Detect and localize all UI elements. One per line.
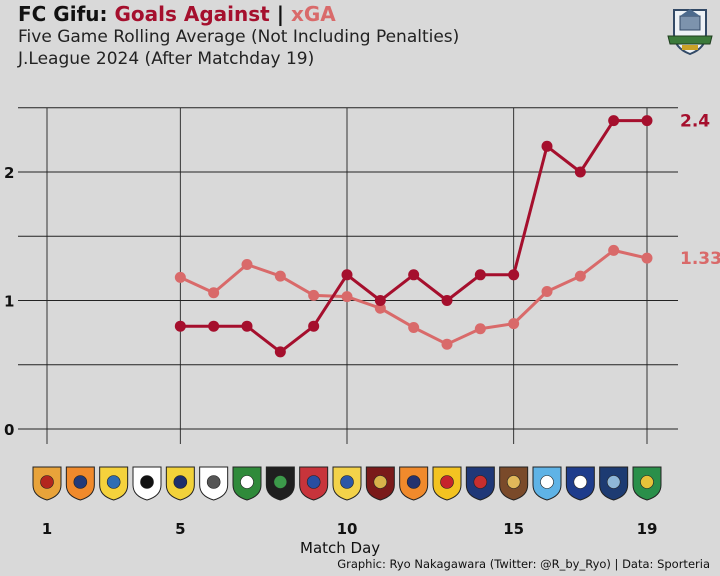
goals-against-point [275, 346, 286, 357]
goals-against-point [475, 269, 486, 280]
x-tick-label: 1 [42, 520, 52, 538]
y-tick-label: 1 [4, 293, 14, 311]
xga-point [208, 287, 219, 298]
xga-point [508, 318, 519, 329]
goals-against-point [442, 295, 453, 306]
end-label-layer: 1.33 2.4 [680, 112, 720, 269]
black-green-crest-icon [266, 467, 294, 500]
navy-red-crest-icon [466, 467, 494, 500]
x-tick-label: 10 [337, 520, 358, 538]
white-bird-crest-icon [200, 467, 228, 500]
black-white-crest-icon [133, 467, 161, 500]
xga-point [275, 271, 286, 282]
goals-against-point [175, 321, 186, 332]
xga-point [442, 339, 453, 350]
fleur-de-lis-crest-icon [366, 467, 394, 500]
xga-point [608, 245, 619, 256]
xga-point [408, 322, 419, 333]
x-tick-label: 15 [503, 520, 524, 538]
goals-against-point [408, 269, 419, 280]
goals-against-point [342, 269, 353, 280]
green-crest-icon [233, 467, 261, 500]
xga-point [475, 323, 486, 334]
goals-against-point [608, 115, 619, 126]
y-tick-label: 2 [4, 164, 14, 182]
xga-point [308, 290, 319, 301]
goals-against-point [508, 269, 519, 280]
sky-blue-crest-icon [533, 467, 561, 500]
yellow-navy-crest-icon [166, 467, 194, 500]
blue-gold-crest-icon [100, 467, 128, 500]
navy-bird-crest-icon [600, 467, 628, 500]
orange-navy-crest-icon [66, 467, 94, 500]
y-tick-label: 0 [4, 421, 14, 439]
xga-point [575, 271, 586, 282]
red-yellow-crest-icon [33, 467, 61, 500]
goals-against-end-label: 2.4 [680, 112, 710, 132]
x-tick-label: 5 [175, 520, 185, 538]
crest-row [33, 467, 661, 500]
goals-against-point [308, 321, 319, 332]
xga-point [175, 272, 186, 283]
x-axis-label: Match Day [300, 539, 380, 557]
red-blue-crest-icon [300, 467, 328, 500]
blue-yellow-crest-icon [333, 467, 361, 500]
footer-credit: Graphic: Ryo Nakagawara (Twitter: @R_by_… [337, 557, 710, 571]
xga-point [642, 253, 653, 264]
xga-end-label: 1.33 [680, 249, 720, 269]
navy-white-crest-icon [566, 467, 594, 500]
brown-crest-icon [500, 467, 528, 500]
gold-star-crest-icon [433, 467, 461, 500]
goals-against-point [242, 321, 253, 332]
x-tick-label: 19 [637, 520, 658, 538]
goals-against-point [208, 321, 219, 332]
orange-navy-crest-icon [400, 467, 428, 500]
xga-point [242, 259, 253, 270]
green-gold-crest-icon [633, 467, 661, 500]
xga-point [542, 286, 553, 297]
xga-point [342, 291, 353, 302]
goals-against-point [375, 295, 386, 306]
goals-against-point [542, 141, 553, 152]
goals-against-point [642, 115, 653, 126]
goals-against-point [575, 167, 586, 178]
